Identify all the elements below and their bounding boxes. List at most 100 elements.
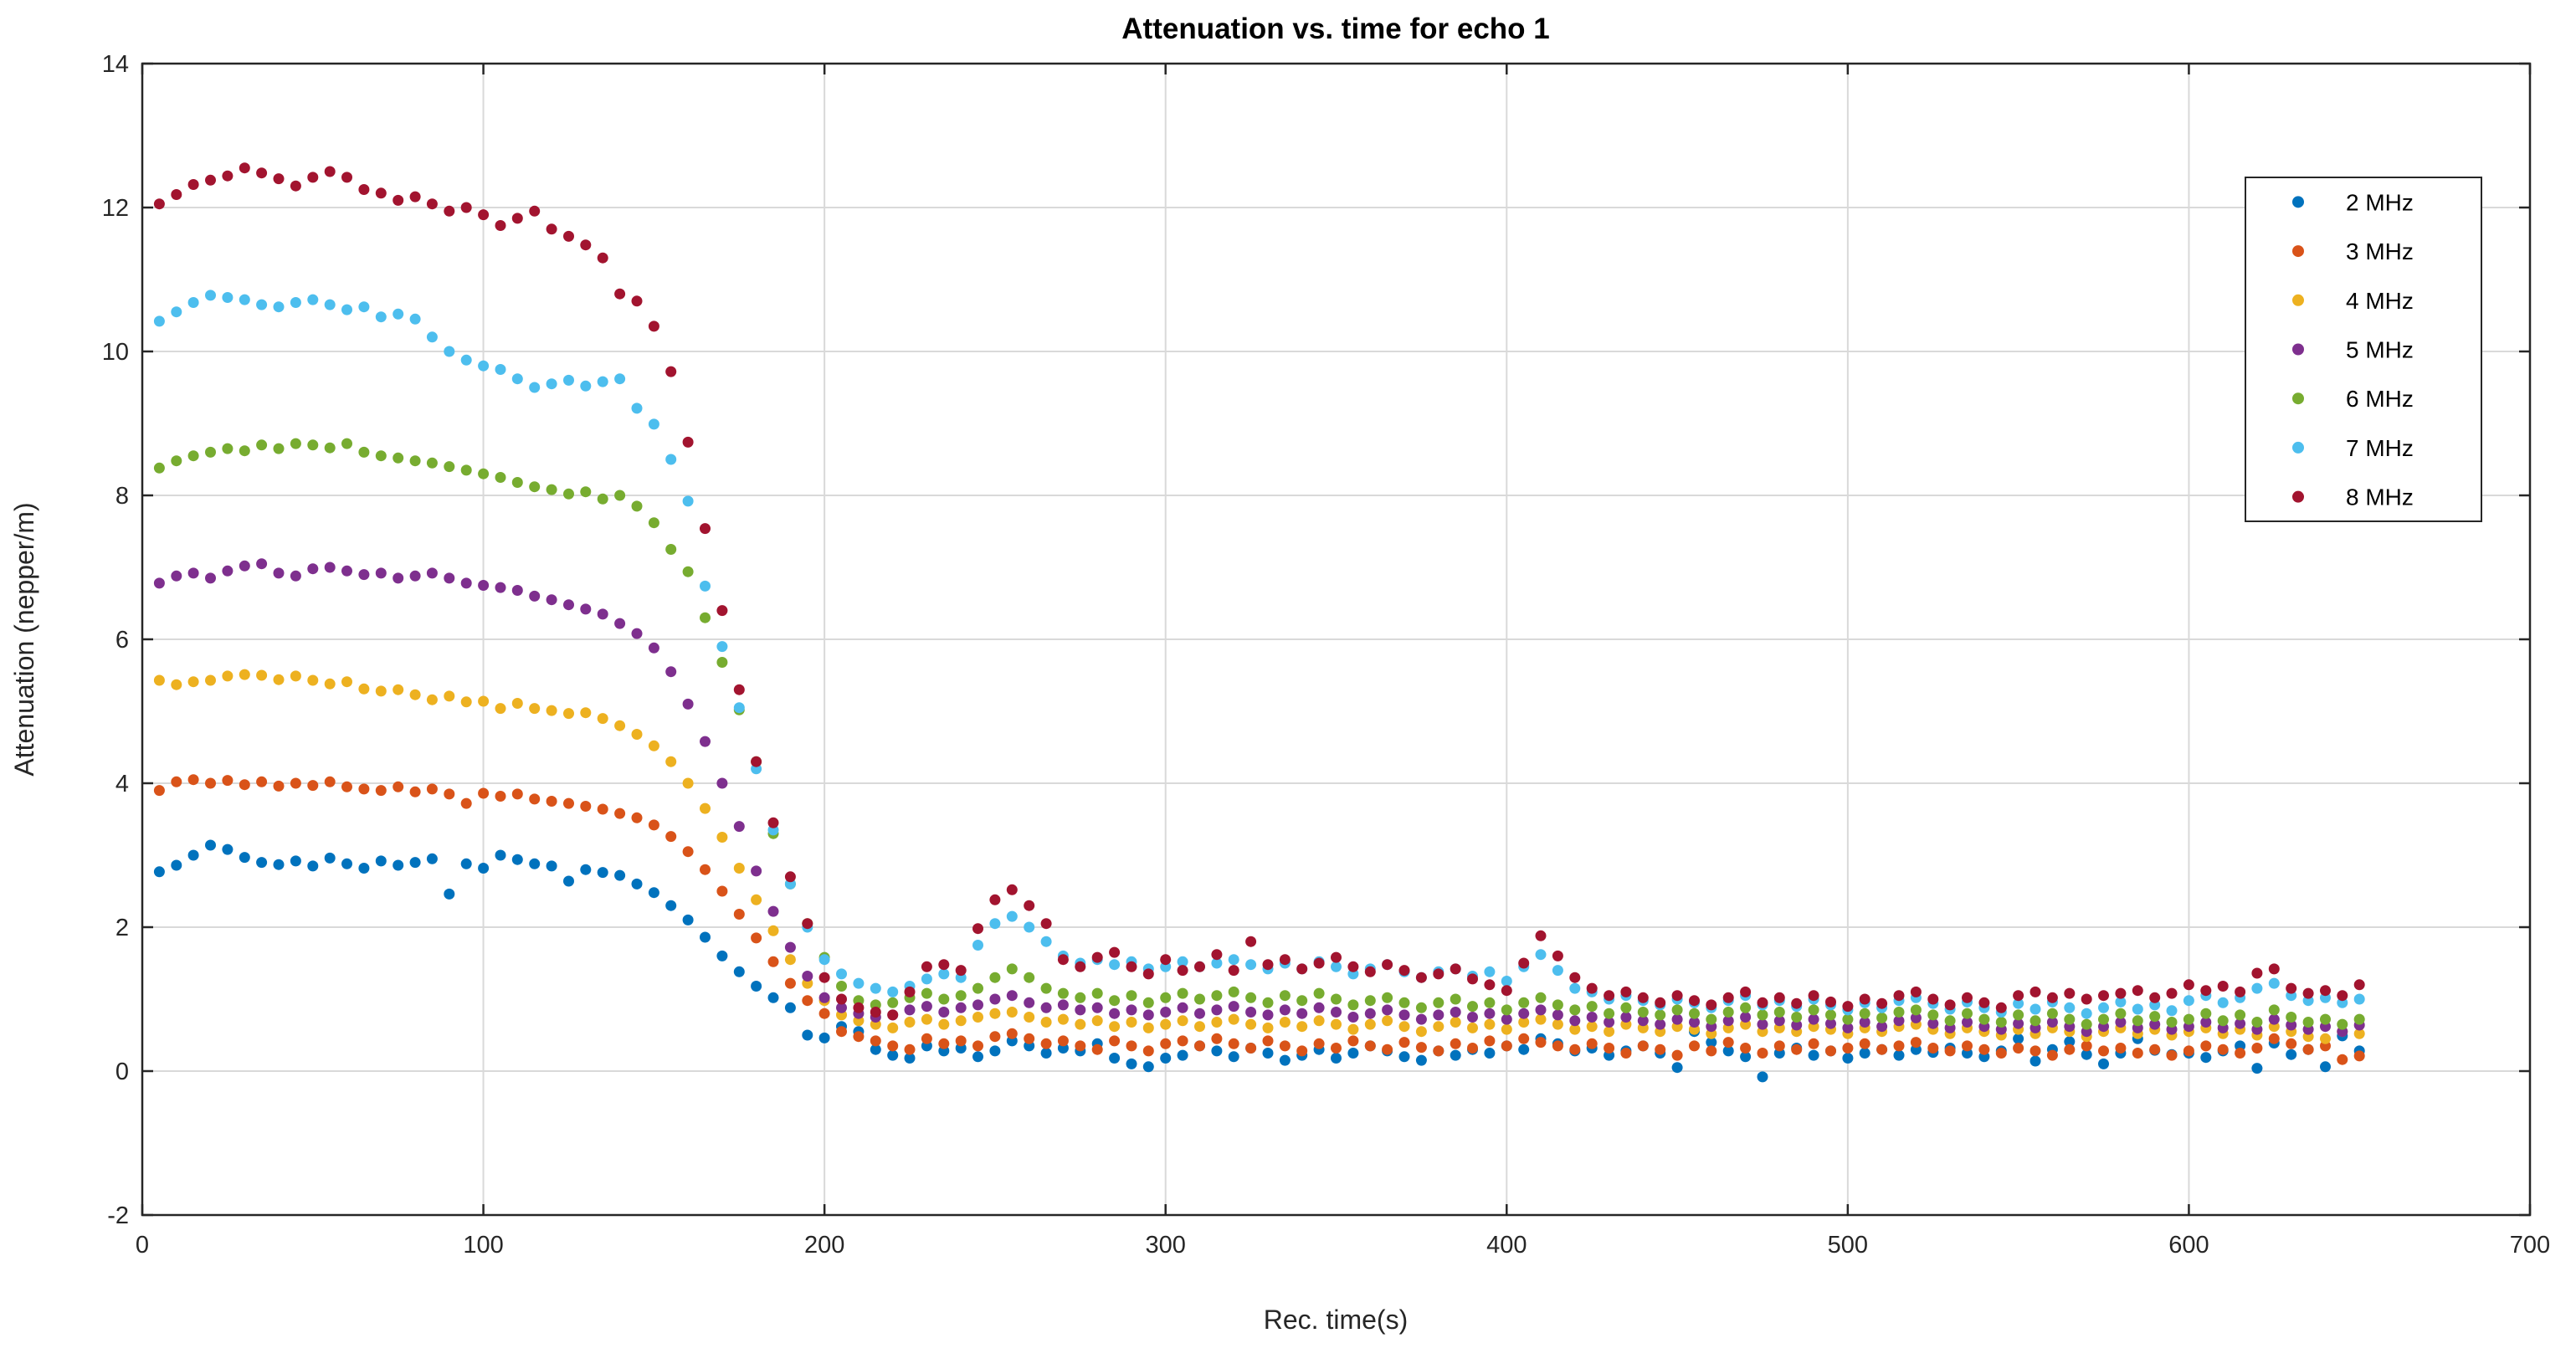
data-point (2183, 1013, 2194, 1025)
data-point (751, 756, 762, 767)
legend-item-4-mhz: 4 MHz (2292, 288, 2414, 314)
data-point (1279, 1017, 1291, 1028)
data-point (1228, 954, 1239, 966)
data-point (1467, 1001, 1478, 1013)
data-point (2013, 1018, 2024, 1029)
data-point (1160, 1053, 1172, 1064)
data-point (648, 320, 659, 332)
data-point (614, 720, 626, 731)
data-point (1484, 997, 1496, 1008)
data-point (205, 777, 216, 789)
data-point (1347, 1048, 1359, 1059)
data-point (665, 366, 677, 377)
data-point (2013, 1043, 2024, 1054)
data-point (2286, 1012, 2297, 1023)
data-point (1620, 1002, 1632, 1013)
data-point (665, 831, 677, 843)
data-point (972, 999, 983, 1011)
data-point (1450, 993, 1461, 1005)
data-point (2081, 1018, 2092, 1030)
data-point (2217, 981, 2229, 992)
data-point (1757, 1018, 1768, 1030)
data-point (1484, 1048, 1496, 1059)
data-point (1126, 961, 1137, 972)
data-point (307, 674, 319, 686)
data-point (700, 864, 711, 875)
data-point (887, 1022, 899, 1033)
data-point (1450, 1017, 1461, 1028)
data-point (1075, 1040, 1086, 1052)
data-point (239, 669, 250, 680)
data-point (307, 172, 319, 183)
data-point (2217, 997, 2229, 1008)
data-point (290, 855, 301, 867)
data-point (1398, 1009, 1410, 1021)
data-point (938, 1018, 950, 1030)
data-point (2235, 1009, 2246, 1021)
data-point (290, 570, 301, 582)
data-point (1962, 1040, 1973, 1052)
data-point (205, 174, 216, 186)
data-point (444, 690, 455, 702)
data-point (1484, 1035, 1496, 1047)
data-point (665, 454, 677, 465)
data-point (1331, 951, 1342, 963)
data-point (972, 923, 983, 935)
data-point (2183, 995, 2194, 1007)
data-point (2098, 1013, 2109, 1025)
data-point (426, 457, 438, 469)
data-point (614, 288, 626, 300)
data-point (1773, 1040, 1785, 1052)
data-point (2251, 1017, 2263, 1028)
data-point (2200, 1017, 2212, 1028)
data-point (2302, 987, 2314, 999)
data-point (648, 819, 659, 831)
data-point (2320, 1013, 2331, 1025)
data-point (716, 641, 728, 653)
data-point (2029, 986, 2041, 997)
data-point (2268, 1033, 2280, 1044)
data-point (511, 698, 523, 709)
data-point (1177, 1015, 1188, 1027)
data-point (1825, 1045, 1836, 1057)
data-point (733, 909, 745, 920)
data-point (1620, 1048, 1632, 1059)
data-point (1433, 968, 1445, 980)
y-tick-label: 2 (115, 915, 129, 941)
data-point (1228, 1001, 1239, 1013)
data-point (1876, 1043, 1888, 1055)
data-point (1313, 987, 1325, 999)
data-point (2251, 967, 2263, 979)
data-point (597, 867, 608, 879)
data-point (511, 477, 523, 488)
data-point (460, 696, 472, 708)
data-point (733, 702, 745, 714)
data-point (1722, 1015, 1734, 1027)
data-point (187, 297, 199, 308)
data-point (1893, 1049, 1905, 1061)
data-point (563, 875, 574, 887)
data-point (1024, 997, 1035, 1008)
data-point (1637, 992, 1649, 1003)
data-point (1245, 992, 1257, 1003)
data-point (989, 993, 1001, 1005)
data-point (153, 198, 165, 210)
data-point (1501, 1004, 1512, 1016)
data-point (989, 918, 1001, 930)
data-point (307, 860, 319, 872)
data-point (546, 705, 557, 716)
data-point (324, 299, 336, 310)
data-point (870, 982, 881, 994)
data-point (1382, 1043, 1393, 1055)
data-point (273, 443, 285, 454)
data-point (1057, 1035, 1069, 1047)
data-point (1808, 990, 1819, 1002)
data-point (2286, 982, 2297, 994)
y-tick-label: -2 (107, 1202, 129, 1229)
data-point (1893, 1007, 1905, 1018)
data-point (1262, 959, 1274, 971)
data-point (1262, 997, 1274, 1008)
data-point (478, 787, 490, 799)
data-point (2183, 1045, 2194, 1057)
x-tick-label: 200 (804, 1232, 844, 1259)
